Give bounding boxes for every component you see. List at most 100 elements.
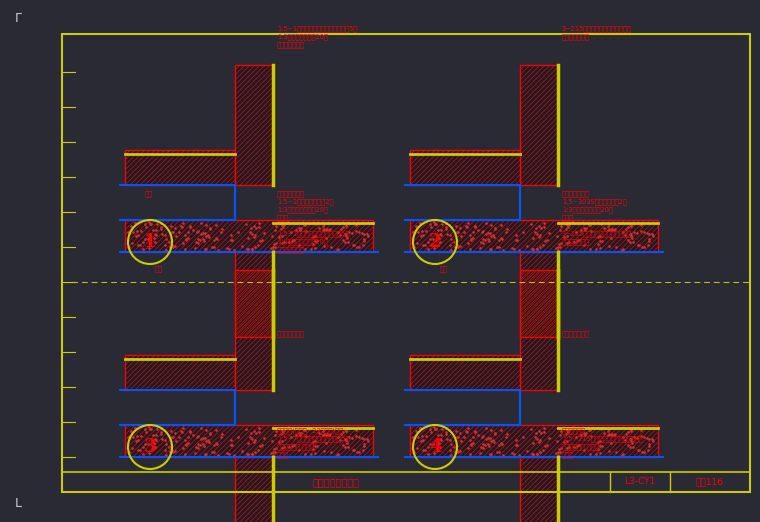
Bar bbox=[235, 65, 273, 185]
Point bbox=[527, 244, 539, 253]
Point bbox=[496, 235, 508, 243]
Point bbox=[195, 424, 207, 432]
Point bbox=[275, 225, 287, 233]
Point bbox=[451, 432, 464, 441]
Point bbox=[357, 442, 369, 450]
Point bbox=[518, 228, 530, 236]
Bar bbox=[410, 425, 658, 457]
Point bbox=[267, 450, 279, 459]
Point bbox=[320, 226, 332, 234]
Point bbox=[435, 431, 448, 440]
Point bbox=[282, 423, 294, 432]
Point bbox=[250, 429, 262, 437]
Point bbox=[451, 228, 464, 236]
Point bbox=[448, 447, 461, 456]
Point bbox=[625, 232, 637, 240]
Point bbox=[419, 241, 431, 250]
Point bbox=[177, 219, 189, 227]
Point bbox=[309, 442, 321, 450]
Text: Γ: Γ bbox=[15, 12, 22, 25]
Point bbox=[554, 243, 566, 252]
Bar bbox=[410, 150, 520, 185]
Point bbox=[243, 228, 255, 236]
Bar bbox=[410, 220, 658, 252]
Point bbox=[500, 433, 512, 442]
Point bbox=[122, 243, 135, 251]
Point bbox=[141, 235, 154, 243]
Point bbox=[267, 246, 279, 254]
Point bbox=[497, 450, 509, 459]
Point bbox=[309, 437, 321, 445]
Point bbox=[353, 228, 365, 236]
Point bbox=[508, 449, 520, 458]
Point bbox=[493, 236, 505, 244]
Text: 水泥砂浆找坡层: 水泥砂浆找坡层 bbox=[277, 330, 305, 337]
Point bbox=[201, 436, 214, 444]
Point bbox=[458, 228, 470, 236]
Point bbox=[169, 223, 182, 232]
Point bbox=[331, 245, 343, 254]
Point bbox=[620, 225, 632, 233]
Point bbox=[179, 245, 192, 254]
Point bbox=[337, 428, 350, 436]
Point bbox=[510, 236, 522, 244]
Point bbox=[558, 438, 570, 446]
Point bbox=[451, 241, 463, 250]
Point bbox=[489, 224, 501, 233]
Text: 管体: 管体 bbox=[145, 191, 153, 197]
Point bbox=[643, 440, 655, 448]
Point bbox=[625, 439, 638, 447]
Text: 1:3水泥砂浆找平层20厚: 1:3水泥砂浆找平层20厚 bbox=[277, 206, 328, 213]
Point bbox=[411, 444, 423, 453]
Point bbox=[290, 227, 302, 235]
Point bbox=[343, 424, 355, 432]
Text: 3: 3 bbox=[144, 438, 157, 456]
Point bbox=[357, 236, 369, 245]
Point bbox=[486, 221, 498, 230]
Point bbox=[299, 432, 312, 441]
Point bbox=[491, 448, 503, 456]
Point bbox=[428, 244, 440, 252]
Point bbox=[275, 424, 287, 432]
Point bbox=[320, 431, 332, 440]
Point bbox=[426, 440, 439, 448]
Point bbox=[293, 446, 305, 454]
Point bbox=[150, 425, 163, 433]
Point bbox=[347, 446, 359, 454]
Point bbox=[465, 441, 477, 449]
Point bbox=[543, 433, 555, 442]
Point bbox=[501, 430, 513, 438]
Point bbox=[317, 426, 329, 435]
Point bbox=[609, 430, 621, 438]
Point bbox=[320, 234, 332, 243]
Point bbox=[249, 231, 261, 239]
Point bbox=[477, 431, 489, 440]
Point bbox=[192, 227, 204, 235]
Point bbox=[191, 228, 203, 236]
Point bbox=[337, 441, 350, 449]
Point bbox=[632, 446, 644, 454]
Point bbox=[149, 435, 161, 443]
Text: 厂院层防水构造图: 厂院层防水构造图 bbox=[312, 477, 359, 487]
Point bbox=[606, 224, 618, 233]
Bar bbox=[410, 425, 658, 457]
Point bbox=[154, 225, 166, 233]
Point bbox=[477, 440, 489, 448]
Point bbox=[561, 425, 573, 434]
Point bbox=[169, 242, 181, 250]
Point bbox=[125, 222, 137, 231]
Point bbox=[578, 446, 590, 454]
Point bbox=[278, 443, 290, 452]
Point bbox=[132, 240, 144, 248]
Point bbox=[350, 227, 363, 235]
Point bbox=[147, 439, 160, 447]
Point bbox=[195, 435, 207, 443]
Point bbox=[624, 238, 636, 246]
Point bbox=[483, 434, 496, 442]
Point bbox=[131, 227, 143, 235]
Point bbox=[184, 222, 196, 230]
Text: 2: 2 bbox=[429, 233, 442, 251]
Point bbox=[340, 439, 353, 447]
Point bbox=[342, 443, 354, 452]
Text: 结构板: 结构板 bbox=[277, 215, 289, 221]
